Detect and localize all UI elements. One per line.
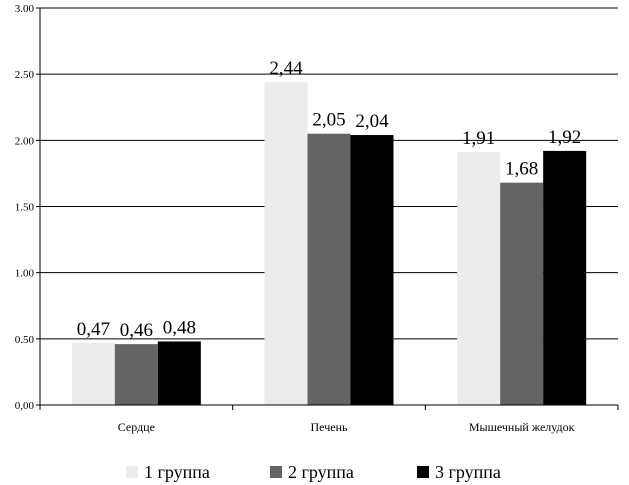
data-label: 0,46	[120, 320, 153, 341]
data-label: 0,48	[163, 317, 196, 338]
y-tick-label: 2.00	[15, 135, 35, 147]
data-label: 2,44	[269, 58, 303, 79]
bar	[157, 341, 201, 405]
legend-swatch	[417, 466, 429, 478]
data-label: 1,91	[462, 128, 495, 149]
legend-swatch	[270, 466, 282, 478]
data-label: 1,68	[505, 159, 538, 180]
bars	[71, 82, 587, 406]
data-label: 1,92	[548, 127, 581, 148]
bar	[543, 150, 587, 405]
legend-label: 1 группа	[144, 462, 210, 482]
bar	[457, 152, 501, 405]
legend-label: 2 группа	[288, 462, 354, 482]
category-labels: Сердце Печень Мышечный желудок	[118, 420, 575, 434]
bar	[71, 342, 115, 405]
legend-swatch	[126, 466, 138, 478]
data-label: 2,05	[312, 110, 345, 131]
y-tick-label: 0,00	[15, 400, 35, 412]
bar	[307, 133, 351, 405]
y-axis-ticks: 0,00 0.50 1.00 1.50 2.00 2.50 3.00	[15, 3, 40, 412]
legend-label: 3 группа	[435, 462, 501, 482]
data-label: 0,47	[77, 319, 110, 340]
legend: 1 группа 2 группа 3 группа	[126, 462, 501, 482]
data-labels: 0,47 0,46 0,48 2,44 2,05 2,04 1,91 1,68 1,92	[77, 58, 582, 341]
x-axis	[39, 8, 619, 410]
bar	[264, 82, 308, 406]
y-tick-label: 1.50	[15, 202, 35, 214]
x-tick-label: Сердце	[118, 420, 155, 434]
y-tick-label: 1.00	[15, 268, 35, 280]
bar	[114, 344, 158, 405]
y-tick-label: 0.50	[15, 334, 35, 346]
bar	[350, 135, 394, 406]
y-tick-label: 3.00	[15, 3, 35, 15]
data-label: 2,04	[355, 111, 389, 132]
bar	[500, 182, 544, 405]
y-tick-label: 2.50	[15, 69, 35, 81]
x-tick-label: Мышечный желудок	[469, 420, 575, 434]
x-tick-label: Печень	[311, 420, 348, 434]
